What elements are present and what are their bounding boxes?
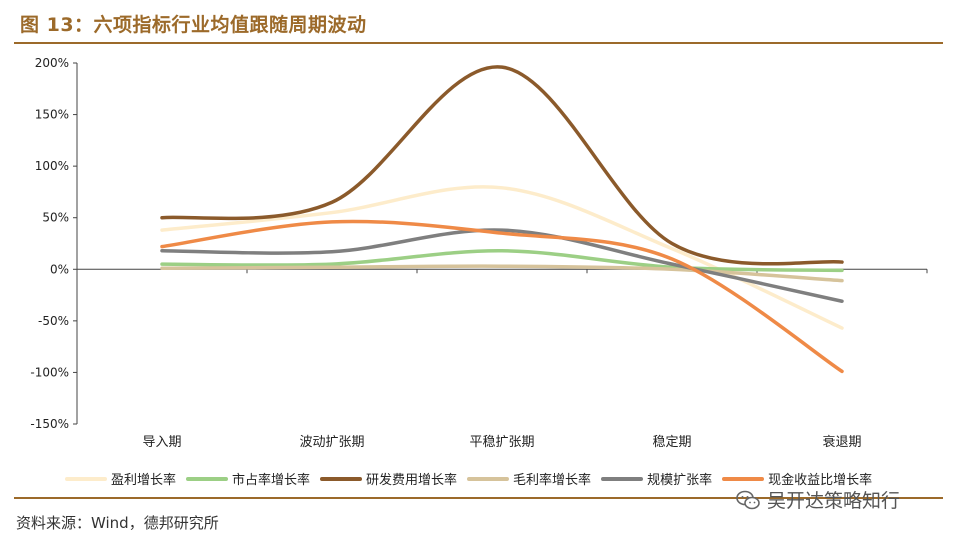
y-tick-label: -100% bbox=[30, 365, 69, 379]
legend-swatch bbox=[467, 476, 510, 481]
x-tick-label: 平稳扩张期 bbox=[469, 434, 534, 450]
legend-item: 研发费用增长率 bbox=[320, 469, 457, 488]
legend-item: 规模扩张率 bbox=[601, 469, 712, 488]
x-tick-label: 导入期 bbox=[142, 435, 181, 450]
legend-item: 市占率增长率 bbox=[186, 469, 310, 488]
legend-swatch bbox=[65, 476, 107, 481]
y-tick-label: -150% bbox=[30, 417, 69, 431]
y-tick-label: 200% bbox=[35, 56, 69, 70]
legend-label: 盈利增长率 bbox=[111, 473, 177, 488]
wechat-icon bbox=[736, 490, 760, 509]
source-rule bbox=[14, 497, 943, 499]
series-line-0 bbox=[160, 185, 844, 330]
legend-swatch bbox=[722, 476, 765, 481]
chart-series bbox=[160, 65, 844, 374]
legend-item: 毛利率增长率 bbox=[467, 469, 591, 488]
source-note: 资料来源：Wind，德邦研究所 bbox=[16, 514, 219, 532]
legend-label: 毛利率增长率 bbox=[513, 473, 592, 488]
legend-item: 现金收益比增长率 bbox=[722, 469, 872, 488]
watermark-text: 吴开达策略知行 bbox=[767, 490, 901, 512]
legend-label: 研发费用增长率 bbox=[366, 473, 458, 488]
y-tick-label: 150% bbox=[35, 108, 69, 122]
y-tick-label: -50% bbox=[38, 314, 69, 328]
watermark: 吴开达策略知行 bbox=[735, 486, 900, 513]
series-line-5 bbox=[160, 219, 844, 374]
x-tick-label: 衰退期 bbox=[822, 434, 861, 450]
figure-title: 图 13：六项指标行业均值跟随周期波动 bbox=[20, 14, 367, 36]
y-tick-label: 100% bbox=[35, 159, 69, 173]
y-tick-label: 0% bbox=[50, 262, 69, 276]
chart-legend: 盈利增长率 市占率增长率 研发费用增长率 毛利率增长率 规模扩张率 现金收益比增长率 bbox=[65, 469, 872, 488]
series-line-4 bbox=[160, 228, 844, 304]
legend-label: 现金收益比增长率 bbox=[768, 473, 873, 488]
series-line-1 bbox=[160, 248, 844, 273]
legend-swatch bbox=[320, 476, 363, 481]
y-tick-label: 50% bbox=[42, 211, 69, 225]
title-rule bbox=[14, 42, 943, 44]
series-line-3 bbox=[160, 264, 844, 283]
x-tick-label: 波动扩张期 bbox=[299, 435, 364, 450]
legend-swatch bbox=[601, 476, 644, 481]
series-line-2 bbox=[160, 65, 844, 266]
x-tick-label: 稳定期 bbox=[652, 434, 691, 450]
legend-swatch bbox=[186, 476, 229, 481]
legend-label: 市占率增长率 bbox=[232, 473, 311, 488]
legend-item: 盈利增长率 bbox=[65, 469, 176, 488]
legend-label: 规模扩张率 bbox=[647, 473, 713, 488]
